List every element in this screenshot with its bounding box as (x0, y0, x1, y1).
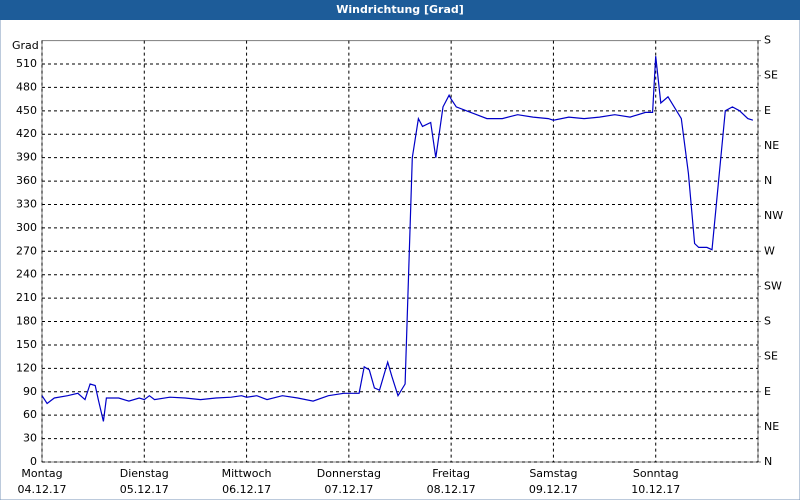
y-tick-label: 300 (16, 221, 37, 234)
y2-tick-label: W (764, 244, 775, 257)
y-tick-label: 360 (16, 174, 37, 187)
x-tick-date: 05.12.17 (120, 483, 169, 496)
x-tick-date: 09.12.17 (529, 483, 578, 496)
title-bar (0, 0, 800, 20)
y-tick-label: 30 (23, 432, 37, 445)
y2-tick-label: NW (764, 209, 783, 222)
y-tick-label: 330 (16, 197, 37, 210)
y-tick-label: 90 (23, 385, 37, 398)
y2-tick-label: SW (764, 279, 782, 292)
x-tick-label: Montag (21, 467, 62, 480)
y-tick-label: 390 (16, 151, 37, 164)
y2-tick-label: S (764, 34, 771, 47)
y2-tick-label: N (764, 455, 772, 468)
y2-tick-label: E (764, 104, 771, 117)
y-tick-label: 60 (23, 408, 37, 421)
x-tick-label: Dienstag (120, 467, 169, 480)
chart-title: Windrichtung [Grad] (336, 3, 464, 16)
x-tick-label: Samstag (529, 467, 577, 480)
y2-tick-label: SE (764, 69, 778, 82)
y-axis-label: Grad (12, 39, 39, 52)
x-tick-label: Donnerstag (317, 467, 381, 480)
y2-tick-label: NE (764, 139, 779, 152)
x-tick-label: Sonntag (633, 467, 679, 480)
y-tick-label: 510 (16, 57, 37, 70)
y2-tick-label: SE (764, 350, 778, 363)
data-line (41, 56, 754, 422)
y-tick-label: 0 (30, 455, 37, 468)
x-tick-date: 10.12.17 (631, 483, 680, 496)
x-tick-label: Freitag (432, 467, 470, 480)
x-tick-date: 07.12.17 (324, 483, 373, 496)
x-tick-date: 04.12.17 (18, 483, 67, 496)
y-tick-label: 240 (16, 268, 37, 281)
y-tick-label: 480 (16, 80, 37, 93)
y-tick-label: 270 (16, 244, 37, 257)
y-tick-label: 210 (16, 291, 37, 304)
y2-tick-label: N (764, 174, 772, 187)
x-tick-date: 08.12.17 (427, 483, 476, 496)
y-tick-label: 450 (16, 104, 37, 117)
x-tick-label: Mittwoch (222, 467, 272, 480)
y2-tick-label: S (764, 315, 771, 328)
y2-tick-label: NE (764, 420, 779, 433)
y-tick-label: 150 (16, 338, 37, 351)
y-tick-label: 120 (16, 361, 37, 374)
y-tick-label: 420 (16, 127, 37, 140)
y2-tick-label: E (764, 385, 771, 398)
x-tick-date: 06.12.17 (222, 483, 271, 496)
y-tick-label: 180 (16, 315, 37, 328)
